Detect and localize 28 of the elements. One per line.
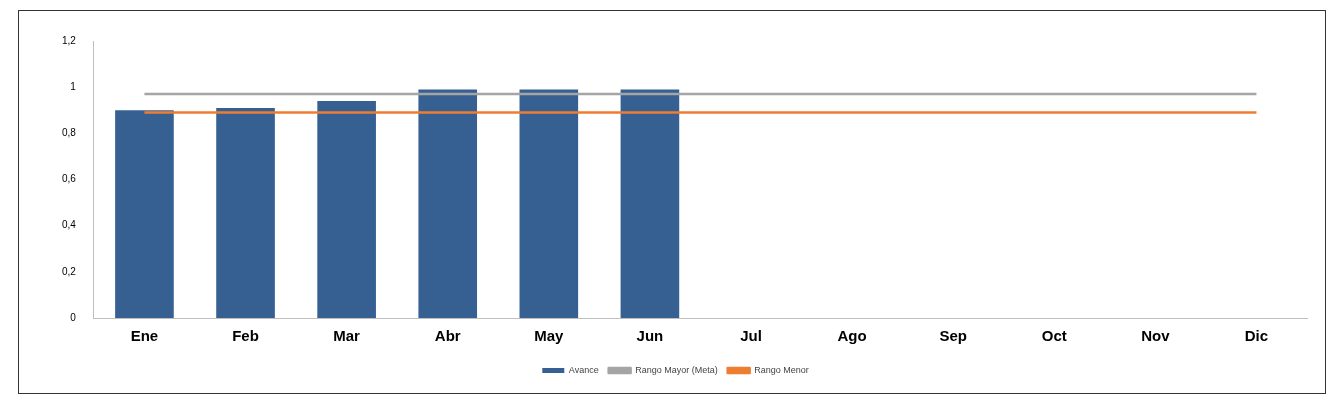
y-tick-label: 0,2 — [62, 265, 77, 277]
bar — [216, 107, 275, 318]
x-tick-label: Dic — [1244, 327, 1269, 345]
bar — [418, 89, 478, 318]
x-tick-label: Jun — [636, 327, 664, 345]
legend-label: Rango Mayor (Meta) — [635, 364, 718, 375]
x-tick-label: Nov — [1141, 327, 1171, 345]
bar — [115, 110, 174, 318]
x-tick-label: Mar — [333, 327, 361, 345]
y-tick-label: 1,2 — [62, 34, 77, 46]
bar — [620, 89, 680, 318]
x-tick-label: Ago — [837, 327, 867, 345]
x-tick-label: Sep — [939, 327, 967, 345]
y-tick-label: 0 — [70, 311, 77, 323]
bar — [519, 89, 579, 318]
x-tick-label: Abr — [434, 327, 461, 345]
y-tick-label: 0,4 — [62, 219, 77, 231]
x-tick-label: Oct — [1041, 327, 1067, 345]
bar — [317, 101, 376, 318]
y-tick-label: 1 — [70, 80, 77, 92]
x-tick-label: Feb — [232, 327, 259, 345]
y-tick-label: 0,6 — [62, 173, 77, 185]
y-tick-label: 0,8 — [62, 127, 77, 139]
legend-label: Avance — [568, 364, 599, 375]
x-tick-label: May — [534, 327, 565, 345]
x-tick-label: Ene — [130, 327, 159, 345]
x-tick-label: Jul — [740, 327, 762, 345]
legend-label: Rango Menor — [754, 364, 809, 375]
